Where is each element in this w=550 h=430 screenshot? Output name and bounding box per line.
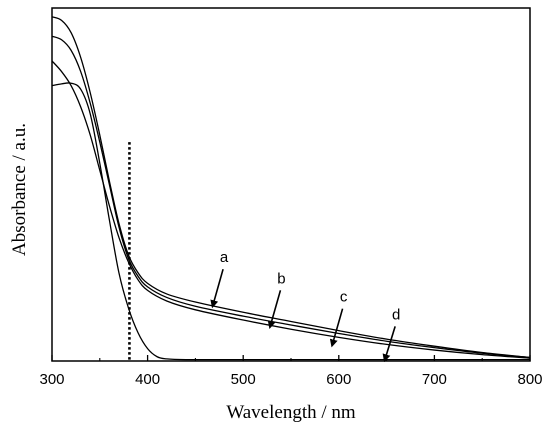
annotation-label: c bbox=[340, 289, 348, 306]
annotation-label: b bbox=[277, 270, 285, 287]
annotation-arrow bbox=[210, 268, 224, 309]
annotation-group: a b c d bbox=[210, 249, 400, 363]
series-group bbox=[51, 16, 531, 361]
plot-frame bbox=[51, 7, 531, 362]
x-axis-title: Wavelength / nm bbox=[226, 402, 356, 423]
x-tick-label: 300 bbox=[39, 371, 64, 388]
annotation-label: d bbox=[392, 306, 400, 323]
x-axis-ticks: 300 400 500 600 700 800 bbox=[39, 355, 543, 388]
x-tick-label: 500 bbox=[231, 371, 256, 388]
x-tick-label: 400 bbox=[135, 371, 160, 388]
series-line bbox=[51, 82, 530, 361]
series-line bbox=[51, 35, 531, 359]
x-tick-label: 600 bbox=[326, 371, 351, 388]
x-tick-label: 800 bbox=[517, 371, 542, 388]
annotation-label: a bbox=[220, 249, 229, 266]
annotation-arrow bbox=[267, 290, 282, 330]
series-line bbox=[51, 60, 531, 359]
annotation-arrow bbox=[382, 326, 396, 363]
series-line bbox=[51, 16, 531, 359]
y-axis-title: Absorbance / a.u. bbox=[9, 123, 30, 256]
x-tick-label: 700 bbox=[422, 371, 447, 388]
annotation-arrow bbox=[329, 308, 344, 348]
